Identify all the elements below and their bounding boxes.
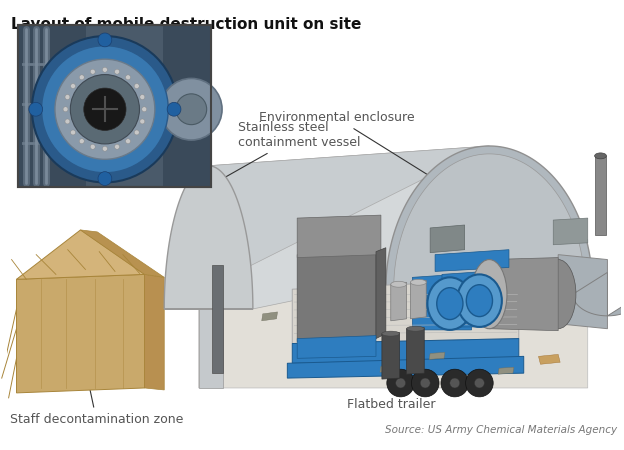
Polygon shape [539,355,560,364]
Polygon shape [16,274,145,393]
Circle shape [411,369,439,397]
Polygon shape [394,154,585,289]
Polygon shape [198,171,223,388]
Polygon shape [297,252,376,342]
Ellipse shape [472,260,507,328]
Polygon shape [16,230,145,279]
Circle shape [474,378,484,388]
Polygon shape [386,146,593,289]
Polygon shape [376,248,386,338]
Ellipse shape [391,281,406,287]
Circle shape [29,102,42,116]
Polygon shape [297,336,376,358]
Polygon shape [162,24,210,188]
Polygon shape [382,333,399,379]
Ellipse shape [457,274,502,327]
Polygon shape [411,280,426,319]
Polygon shape [145,274,164,390]
Text: Flatbed trailer: Flatbed trailer [346,359,435,411]
Circle shape [55,59,155,159]
Polygon shape [297,215,381,257]
Circle shape [79,75,84,80]
Polygon shape [292,338,519,363]
Polygon shape [573,272,624,316]
Text: Source: US Army Chemical Materials Agency: Source: US Army Chemical Materials Agenc… [385,425,617,435]
Polygon shape [380,365,396,372]
Ellipse shape [406,326,424,331]
Circle shape [160,78,222,140]
Circle shape [102,146,107,151]
Polygon shape [19,24,85,188]
Circle shape [125,139,130,144]
Polygon shape [430,225,465,252]
Polygon shape [558,255,607,328]
Text: Environmental enclosure: Environmental enclosure [259,112,442,184]
Circle shape [90,144,95,149]
Polygon shape [261,312,278,321]
Circle shape [65,119,70,124]
Ellipse shape [411,279,426,285]
Polygon shape [442,270,501,327]
Circle shape [140,119,145,124]
Polygon shape [80,230,164,277]
Circle shape [115,69,120,74]
Circle shape [466,369,493,397]
Polygon shape [595,156,607,235]
Circle shape [421,378,430,388]
Polygon shape [412,274,472,330]
Circle shape [65,94,70,99]
Polygon shape [208,146,588,309]
Polygon shape [489,257,558,331]
Polygon shape [391,282,406,321]
Circle shape [84,88,126,130]
Circle shape [125,75,130,80]
Ellipse shape [427,277,472,330]
Circle shape [32,36,178,182]
Polygon shape [292,279,519,343]
Circle shape [140,94,145,99]
Circle shape [102,68,107,72]
Circle shape [441,369,469,397]
Circle shape [387,369,414,397]
Polygon shape [429,352,445,359]
Circle shape [42,46,168,173]
Text: Staff decontamination zone: Staff decontamination zone [9,371,183,426]
Circle shape [134,130,139,135]
Polygon shape [198,240,588,388]
Polygon shape [164,146,489,309]
Text: Stainless steel
containment vessel: Stainless steel containment vessel [213,122,361,184]
Polygon shape [553,218,588,245]
Circle shape [98,33,112,47]
Circle shape [450,378,460,388]
Circle shape [142,107,147,112]
Polygon shape [164,166,253,309]
Ellipse shape [382,331,399,336]
Ellipse shape [466,285,492,317]
Polygon shape [19,24,210,188]
Circle shape [63,107,68,112]
Polygon shape [287,356,524,378]
Circle shape [71,130,76,135]
Polygon shape [498,367,514,374]
Ellipse shape [540,260,576,328]
Polygon shape [212,265,223,373]
Circle shape [134,84,139,89]
Circle shape [90,69,95,74]
Circle shape [71,84,76,89]
Circle shape [98,171,112,185]
Circle shape [167,102,181,116]
Polygon shape [435,250,509,271]
Circle shape [176,94,207,125]
Ellipse shape [595,153,607,159]
Circle shape [71,75,140,144]
Circle shape [79,139,84,144]
Polygon shape [406,328,424,374]
Circle shape [115,144,120,149]
Text: Layout of mobile destruction unit on site: Layout of mobile destruction unit on sit… [11,17,361,32]
Circle shape [396,378,406,388]
Ellipse shape [437,288,463,320]
